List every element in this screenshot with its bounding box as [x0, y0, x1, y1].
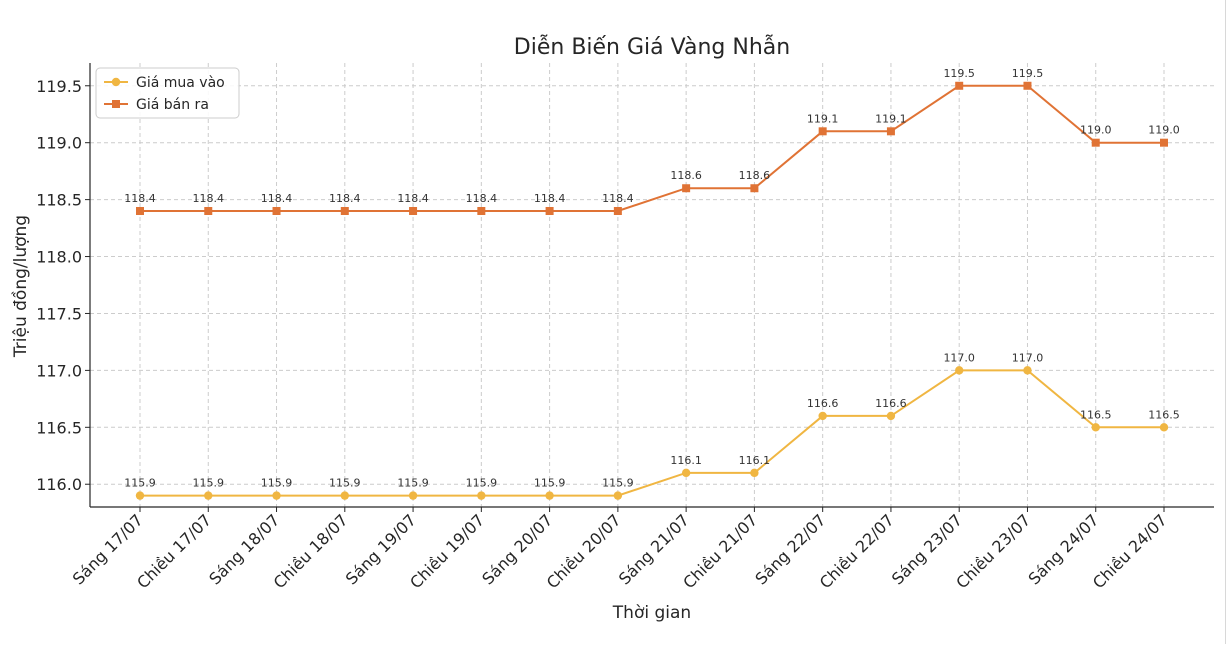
data-point-marker — [1160, 138, 1168, 147]
data-point-marker — [340, 207, 349, 215]
series-line — [140, 369, 1164, 497]
data-label: 115.9 — [329, 477, 361, 490]
data-label: 115.9 — [193, 477, 225, 490]
x-axis-label: Thời gian — [612, 603, 691, 623]
legend: Giá mua vào Giá bán ra — [95, 67, 240, 119]
data-label: 116.1 — [670, 454, 702, 467]
data-label: 118.4 — [602, 192, 634, 205]
data-point-marker — [272, 207, 281, 215]
data-label: 115.9 — [602, 477, 634, 490]
legend-label: Giá bán ra — [136, 97, 209, 113]
data-point-marker — [886, 127, 895, 136]
series-line — [140, 84, 1164, 212]
data-point-marker — [955, 366, 964, 375]
data-point-marker — [613, 491, 623, 500]
data-label: 115.9 — [261, 477, 293, 490]
data-point-marker — [750, 184, 759, 193]
y-axis-label: Triệu đồng/lượng — [10, 215, 31, 358]
y-tick-label: 118.5 — [36, 191, 82, 210]
legend-square-marker — [112, 100, 120, 108]
data-point-marker — [886, 411, 896, 421]
frame-edge — [1225, 0, 1226, 644]
data-point-marker — [136, 207, 144, 215]
data-label: 116.6 — [875, 397, 907, 410]
data-label: 115.9 — [124, 477, 156, 490]
data-point-marker — [135, 491, 145, 500]
data-point-marker — [1091, 423, 1100, 432]
legend-box — [95, 67, 240, 119]
data-point-marker — [818, 411, 827, 421]
series-layer — [135, 81, 1169, 500]
data-label: 118.6 — [670, 169, 702, 182]
data-label: 119.5 — [1012, 67, 1044, 80]
data-label: 118.6 — [739, 169, 771, 182]
data-label: 116.6 — [807, 397, 839, 410]
data-point-marker — [477, 207, 486, 215]
data-point-marker — [613, 207, 622, 215]
data-label: 118.4 — [193, 192, 225, 205]
data-label: 115.9 — [397, 477, 429, 490]
data-point-marker — [955, 81, 964, 90]
data-point-marker — [1159, 423, 1169, 432]
data-label: 116.1 — [739, 454, 771, 467]
y-tick-label: 117.5 — [36, 304, 82, 323]
data-label: 117.0 — [1012, 351, 1044, 364]
y-tick-label: 116.0 — [36, 475, 82, 494]
data-label: 119.0 — [1080, 124, 1112, 137]
data-point-marker — [545, 207, 554, 215]
data-point-marker — [408, 491, 418, 500]
data-label: 119.0 — [1148, 124, 1180, 137]
data-label: 116.5 — [1080, 408, 1112, 421]
data-label: 118.4 — [329, 192, 361, 205]
data-point-marker — [409, 207, 418, 215]
data-label: 115.9 — [466, 477, 498, 490]
data-label: 118.4 — [261, 192, 293, 205]
chart-title: Diễn Biến Giá Vàng Nhẫn — [514, 34, 790, 60]
legend-circle-marker — [111, 77, 121, 87]
data-label: 117.0 — [943, 351, 975, 364]
data-label: 118.4 — [124, 192, 156, 205]
data-label: 118.4 — [397, 192, 429, 205]
data-point-marker — [545, 491, 554, 500]
data-point-marker — [272, 491, 281, 500]
y-tick-label: 118.0 — [36, 248, 82, 267]
data-point-marker — [681, 468, 691, 478]
data-label: 118.4 — [466, 192, 498, 205]
data-point-marker — [682, 184, 691, 193]
data-label: 115.9 — [534, 477, 566, 490]
data-point-marker — [340, 491, 349, 500]
data-label: 118.4 — [534, 192, 566, 205]
data-labels-layer: 115.9 115.9 115.9 115.9 115.9 115.9 115.9 115.9… — [124, 67, 1180, 490]
y-tick-label: 119.0 — [36, 134, 82, 153]
data-label: 116.5 — [1148, 408, 1180, 421]
y-tick-label: 116.5 — [36, 418, 82, 437]
legend-label: Giá mua vào — [136, 75, 225, 91]
data-point-marker — [477, 491, 486, 500]
data-point-marker — [1023, 366, 1032, 375]
data-label: 119.1 — [807, 112, 839, 125]
grid-layer — [90, 63, 1214, 507]
data-label: 119.1 — [875, 112, 907, 125]
data-point-marker — [750, 468, 759, 478]
data-point-marker — [204, 207, 213, 215]
data-label: 119.5 — [943, 67, 975, 80]
y-tick-label: 119.5 — [36, 77, 82, 96]
data-point-marker — [818, 127, 827, 136]
data-point-marker — [1023, 81, 1032, 90]
data-point-marker — [1091, 138, 1100, 147]
y-tick-label: 117.0 — [36, 361, 82, 380]
data-point-marker — [204, 491, 213, 500]
